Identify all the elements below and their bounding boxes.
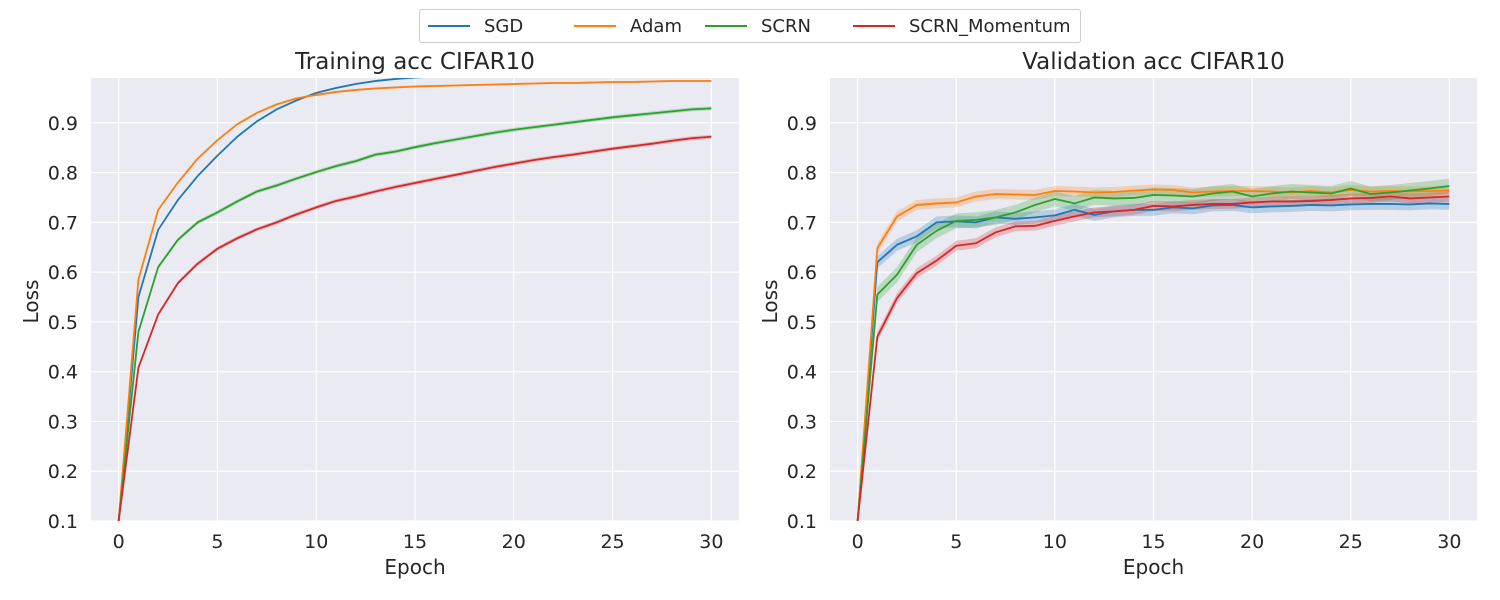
chart2-series-group <box>856 178 1450 521</box>
chart2-xtick-label: 5 <box>950 531 962 553</box>
chart2-ytick-label: 0.7 <box>787 212 817 234</box>
legend-swatch-sgd <box>428 25 470 27</box>
chart2-xlabel: Epoch <box>1123 555 1184 579</box>
legend-item-scrn: SCRN <box>705 10 811 42</box>
chart1-ytick-label: 0.9 <box>48 113 78 135</box>
chart1-line-scrn <box>117 107 712 521</box>
legend-swatch-adam <box>574 25 616 27</box>
chart2-line-adam <box>856 188 1450 521</box>
chart2-ytick-label: 0.9 <box>787 113 817 135</box>
chart1-xtick-label: 0 <box>113 531 125 553</box>
chart1-series-group <box>117 78 712 521</box>
chart1-ylabel: Loss <box>19 280 43 324</box>
chart1-title: Training acc CIFAR10 <box>294 49 535 75</box>
legend-item-sgd: SGD <box>428 10 523 42</box>
chart1-xtick-label: 30 <box>699 531 723 553</box>
chart1-ytick-label: 0.4 <box>48 362 78 384</box>
legend-label-sgd: SGD <box>484 15 524 37</box>
legend-label-adam: Adam <box>630 15 682 37</box>
chart2-line-scrn-momentum <box>856 195 1450 521</box>
chart1-xtick-label: 5 <box>211 531 223 553</box>
chart2-ytick-label: 0.8 <box>787 163 817 185</box>
chart1-ytick-label: 0.2 <box>48 461 78 483</box>
chart2-ylabel: Loss <box>758 280 782 324</box>
legend-item-scrn-momentum: SCRN_Momentum <box>853 10 1071 42</box>
chart2-title: Validation acc CIFAR10 <box>1022 49 1285 75</box>
chart1-ytick-label: 0.1 <box>48 511 78 533</box>
chart2-xtick-label: 30 <box>1437 531 1461 553</box>
chart1-ytick-label: 0.8 <box>48 163 78 185</box>
chart1-ytick-label: 0.3 <box>48 411 78 433</box>
chart1-ytick-label: 0.5 <box>48 312 78 334</box>
chart1-line-adam <box>117 80 712 521</box>
legend-swatch-scrn <box>705 25 747 27</box>
chart1-xtick-label: 10 <box>304 531 328 553</box>
legend-swatch-scrn-momentum <box>853 25 895 27</box>
legend-label-scrn: SCRN <box>761 15 811 37</box>
legend: SGD Adam SCRN SCRN_Momentum <box>419 9 1081 43</box>
chart1-xtick-label: 15 <box>403 531 427 553</box>
chart1-line-sgd <box>117 78 424 521</box>
chart1-xtick-label: 25 <box>600 531 624 553</box>
chart2-line-scrn <box>856 185 1450 521</box>
chart1-line-scrn-momentum <box>117 135 712 521</box>
chart2-xtick-label: 15 <box>1141 531 1165 553</box>
chart2: 0 5 10 15 20 25 30 0.1 0.2 0.3 0.4 0.5 0.6 0.7 0.8 0.9 V… <box>758 49 1477 579</box>
chart2-xtick-label: 25 <box>1339 531 1363 553</box>
chart1-ytick-label: 0.6 <box>48 262 78 284</box>
chart2-ytick-label: 0.2 <box>787 461 817 483</box>
chart1-ytick-label: 0.7 <box>48 212 78 234</box>
chart2-xtick-label: 10 <box>1043 531 1067 553</box>
legend-label-scrn-momentum: SCRN_Momentum <box>909 15 1071 37</box>
chart2-ytick-label: 0.3 <box>787 411 817 433</box>
chart1-xtick-label: 20 <box>502 531 526 553</box>
chart1-xlabel: Epoch <box>384 555 445 579</box>
chart2-ytick-label: 0.5 <box>787 312 817 334</box>
chart2-ytick-label: 0.6 <box>787 262 817 284</box>
legend-item-adam: Adam <box>574 10 682 42</box>
chart2-ytick-label: 0.1 <box>787 511 817 533</box>
chart1: 0 5 10 15 20 25 30 0.1 0.2 0.3 0.4 0.5 0.6 0.7 0.8 0.9 T… <box>19 49 739 579</box>
chart2-xtick-label: 20 <box>1240 531 1264 553</box>
chart2-ytick-label: 0.4 <box>787 362 817 384</box>
chart2-xtick-label: 0 <box>852 531 864 553</box>
